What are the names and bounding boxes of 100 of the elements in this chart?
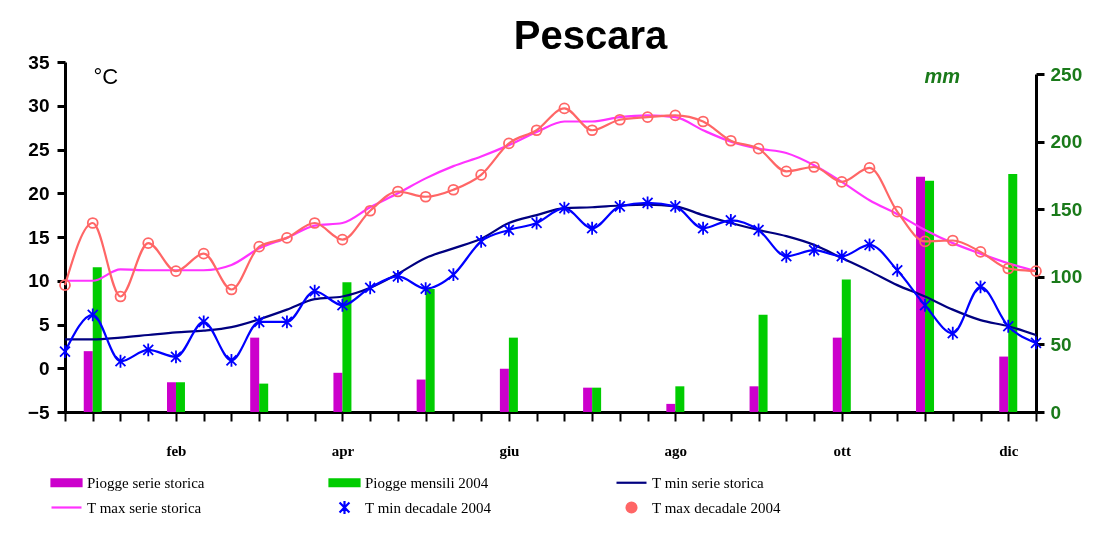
- point: [641, 111, 654, 123]
- x-tick-label: apr: [331, 442, 355, 459]
- point: [1002, 262, 1015, 275]
- point: [170, 265, 182, 277]
- bar: [841, 279, 851, 412]
- point: [641, 195, 654, 211]
- point: [974, 246, 987, 258]
- point: [946, 234, 959, 247]
- point: [697, 115, 709, 128]
- point: [447, 183, 460, 196]
- point: [114, 353, 127, 369]
- point: [253, 314, 266, 330]
- point: [974, 279, 987, 295]
- bar: [259, 383, 269, 412]
- point: [835, 176, 848, 188]
- point: [253, 240, 266, 253]
- bar: [675, 386, 685, 412]
- legend-label: T min serie storica: [652, 474, 765, 491]
- y-tick-label: 10: [28, 270, 50, 292]
- point: [835, 248, 848, 264]
- point: [225, 353, 238, 368]
- point: [669, 109, 682, 122]
- point: [308, 283, 321, 299]
- legend-label: Piogge serie storica: [87, 474, 205, 491]
- point: [891, 205, 904, 218]
- point: [669, 199, 682, 214]
- point: [225, 283, 238, 296]
- point: [919, 235, 931, 248]
- bar: [92, 267, 102, 412]
- point: [475, 169, 487, 181]
- bar: [925, 180, 935, 412]
- y2-tick-label: 0: [1050, 401, 1062, 423]
- point: [197, 247, 210, 260]
- bar: [342, 282, 352, 412]
- point: [808, 161, 820, 173]
- point: [946, 325, 959, 341]
- bar: [1008, 174, 1018, 412]
- bar: [425, 288, 435, 412]
- bar: [416, 379, 426, 412]
- bar: [499, 368, 509, 412]
- y-tick-label: 20: [28, 182, 50, 204]
- point: [475, 234, 487, 249]
- point: [780, 165, 793, 178]
- point: [1002, 318, 1015, 334]
- y-tick-label: 25: [28, 139, 50, 160]
- point: [447, 267, 460, 282]
- point: [392, 185, 404, 198]
- x-tick-label: ott: [833, 442, 852, 459]
- y-tick-label: 15: [28, 226, 50, 248]
- point: [530, 215, 543, 231]
- point: [142, 237, 155, 249]
- bar: [508, 337, 518, 412]
- y2-tick-label: 250: [1050, 63, 1083, 85]
- legend-label: T min decadale 2004: [365, 499, 492, 516]
- point: [170, 349, 182, 365]
- point: [614, 199, 626, 214]
- point: [614, 113, 626, 126]
- point: [752, 142, 765, 155]
- bar: [749, 386, 759, 412]
- point: [808, 242, 820, 258]
- point: [308, 217, 321, 229]
- point: [59, 279, 71, 291]
- point: [281, 232, 293, 244]
- point: [364, 280, 377, 296]
- y-tick-label: −5: [27, 401, 50, 423]
- point: [752, 222, 765, 238]
- point: [503, 222, 515, 238]
- point: [586, 124, 598, 137]
- bar: [83, 351, 93, 412]
- x-tick-label: giu: [499, 442, 520, 459]
- y2-tick-label: 150: [1050, 198, 1083, 220]
- y2-tick-label: 50: [1050, 333, 1072, 355]
- y-tick-label: 0: [38, 357, 50, 379]
- line-series: [63, 203, 1038, 341]
- bar: [333, 372, 343, 412]
- point: [586, 220, 598, 236]
- point: [1030, 265, 1042, 277]
- point: [281, 314, 293, 330]
- point: [863, 162, 876, 174]
- point: [503, 137, 515, 150]
- x-tick-label: ago: [664, 442, 688, 459]
- point: [142, 342, 155, 358]
- point: [558, 200, 571, 216]
- x-tick-label: feb: [166, 442, 187, 459]
- bar: [666, 403, 676, 412]
- y2-axis-title: mm: [924, 64, 961, 87]
- point: [114, 290, 127, 303]
- bar: [583, 387, 593, 412]
- legend-label: T max serie storica: [87, 499, 202, 516]
- point: [724, 134, 737, 147]
- point: [697, 220, 709, 236]
- point: [336, 233, 349, 246]
- point: [59, 344, 71, 359]
- point: [419, 190, 432, 203]
- point: [724, 213, 737, 228]
- y-tick-label: 30: [28, 95, 50, 117]
- y2-tick-label: 200: [1050, 131, 1083, 153]
- bar: [250, 337, 260, 412]
- bar: [175, 382, 185, 412]
- bar: [832, 337, 842, 412]
